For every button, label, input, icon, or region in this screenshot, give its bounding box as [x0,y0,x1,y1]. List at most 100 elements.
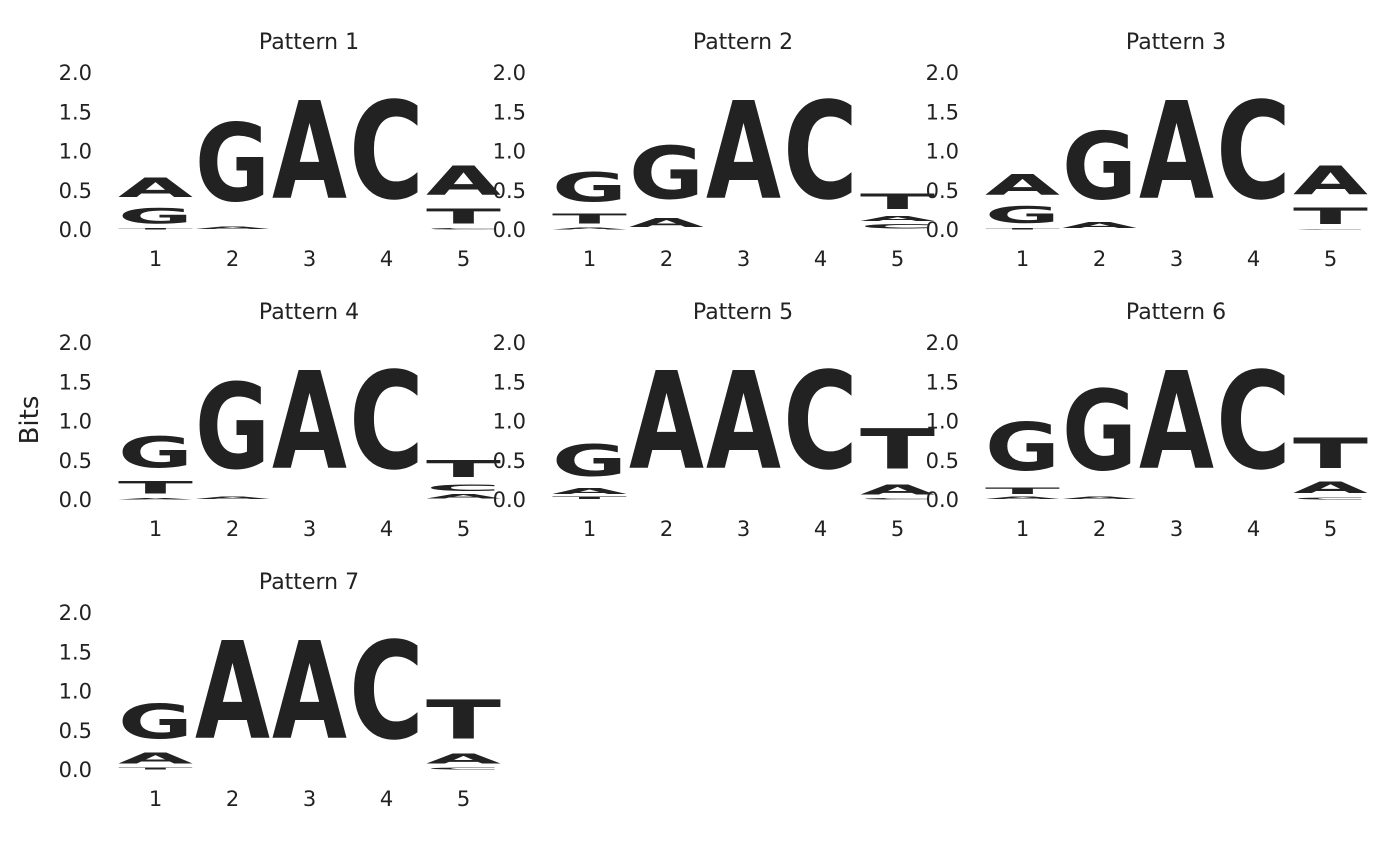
x-tick-label: 4 [1247,517,1260,541]
x-tick-label: 2 [660,247,673,271]
logo-letter-T: T [118,228,193,230]
y-tick-label: 1.0 [59,410,92,434]
x-tick-label: 4 [380,787,393,811]
logo-letter-A: A [860,214,935,223]
logo-letter-T: T [985,228,1060,230]
logo-letter-C: C [349,74,424,230]
y-tick-label: 1.0 [493,140,526,164]
logo-letter-A: A [195,226,270,230]
x-tick-label: 2 [1093,247,1106,271]
y-tick-label: 1.5 [59,640,92,664]
logo-letter-A: A [426,493,501,500]
x-tick-label: 1 [583,247,596,271]
panel-title: Pattern 1 [259,30,359,55]
panel-title: Pattern 4 [259,300,359,325]
logo-letter-C: C [860,498,935,500]
x-tick-label: 1 [149,787,162,811]
y-tick-label: 2.0 [59,61,92,85]
logo-letter-A: A [706,73,781,230]
x-tick-label: 1 [149,247,162,271]
y-tick-label: 2.0 [493,61,526,85]
logo-letter-C: C [783,344,858,500]
logo-letter-G: G [552,436,627,487]
logo-letter-A: A [629,343,704,500]
logo-letter-G: G [552,164,627,211]
logo-letter-T: T [552,211,627,227]
logo-letter-C: C [1216,344,1291,500]
logo-letter-C: C [1293,497,1368,500]
logo-letter-T: T [860,417,935,482]
panel-title: Pattern 3 [1126,30,1226,55]
logo-letter-A: A [118,750,193,767]
x-tick-label: 2 [226,517,239,541]
logo-letter-C: C [426,767,501,770]
y-tick-label: 1.5 [59,370,92,394]
y-axis-label: Bits [15,396,45,445]
x-tick-label: 3 [1170,247,1183,271]
logo-letter-A: A [118,172,193,203]
y-tick-label: 0.0 [493,218,526,242]
logo-letter-A: A [706,343,781,500]
x-tick-label: 5 [1324,247,1337,271]
logo-letter-A: A [1139,343,1214,500]
y-tick-label: 1.5 [926,370,959,394]
logo-letter-G: G [195,100,270,226]
logo-letter-A: A [985,496,1060,500]
x-tick-label: 1 [583,517,596,541]
y-tick-label: 1.5 [59,100,92,124]
logo-letter-T: T [118,478,193,498]
x-tick-label: 4 [380,247,393,271]
logo-letter-A: A [195,613,270,770]
logo-letter-A: A [1293,158,1368,203]
y-tick-label: 0.0 [926,218,959,242]
logo-letter-A: A [1139,73,1214,230]
y-tick-label: 0.5 [493,449,526,473]
logo-letter-A: A [860,482,936,498]
y-tick-label: 0.5 [59,719,92,743]
logo-letter-T: T [118,767,193,770]
logo-letter-T: T [1293,203,1368,229]
logo-letter-C: C [349,614,424,770]
x-tick-label: 4 [814,247,827,271]
logo-letter-T: T [860,189,935,214]
y-tick-label: 1.5 [493,370,526,394]
x-tick-label: 5 [457,247,470,271]
x-tick-label: 1 [149,517,162,541]
panel-title: Pattern 2 [693,30,793,55]
x-tick-label: 2 [1093,517,1106,541]
logo-letter-A: A [1062,496,1137,500]
x-tick-label: 4 [1247,247,1260,271]
y-tick-label: 2.0 [59,331,92,355]
logo-letter-T: T [426,455,501,482]
y-tick-label: 0.0 [59,218,92,242]
logo-letter-G: G [985,202,1060,229]
logo-letter-A: A [629,216,705,230]
y-tick-label: 1.5 [926,100,959,124]
y-tick-label: 1.5 [493,100,526,124]
y-tick-label: 2.0 [926,61,959,85]
y-tick-label: 1.0 [493,410,526,434]
x-tick-label: 2 [660,517,673,541]
x-tick-label: 2 [226,787,239,811]
logo-letter-A: A [272,73,347,230]
y-tick-label: 0.0 [926,488,959,512]
y-tick-label: 0.5 [926,449,959,473]
x-tick-label: 1 [1016,517,1029,541]
logo-letter-T: T [1293,430,1368,479]
logo-letter-A: A [552,487,627,496]
logo-letter-C: C [349,344,424,500]
x-tick-label: 3 [303,787,316,811]
panel-title: Pattern 7 [259,570,359,595]
logo-letter-T: T [985,486,1060,496]
logo-letter-A: A [552,227,627,230]
y-tick-label: 0.5 [926,179,959,203]
logo-letter-G: G [118,428,193,478]
y-tick-label: 0.0 [59,488,92,512]
y-tick-label: 2.0 [926,331,959,355]
